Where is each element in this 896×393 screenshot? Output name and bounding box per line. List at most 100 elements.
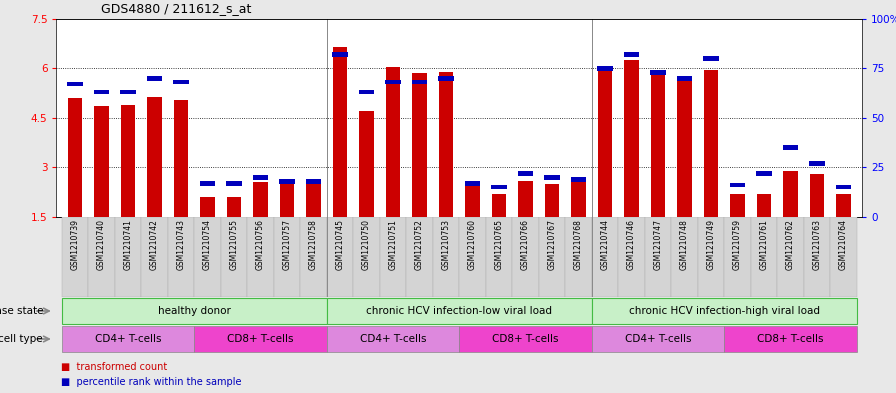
- Bar: [460, 217, 486, 297]
- Bar: [62, 217, 88, 297]
- Bar: [67, 82, 82, 86]
- Bar: [671, 217, 698, 297]
- Text: CD4+ T-cells: CD4+ T-cells: [625, 334, 691, 344]
- Bar: [227, 197, 241, 217]
- Bar: [544, 175, 560, 180]
- Bar: [756, 171, 771, 176]
- Bar: [591, 298, 857, 325]
- Bar: [465, 184, 479, 217]
- Bar: [142, 217, 168, 297]
- Bar: [147, 76, 162, 81]
- Text: GSM1210744: GSM1210744: [600, 219, 609, 270]
- Bar: [809, 162, 824, 166]
- Text: GDS4880 / 211612_s_at: GDS4880 / 211612_s_at: [101, 2, 252, 15]
- Bar: [174, 100, 188, 217]
- Bar: [518, 181, 533, 217]
- Bar: [492, 194, 506, 217]
- Text: chronic HCV infection-high viral load: chronic HCV infection-high viral load: [629, 306, 820, 316]
- Bar: [486, 217, 513, 297]
- Bar: [327, 217, 353, 297]
- Text: GSM1210749: GSM1210749: [706, 219, 715, 270]
- Bar: [650, 70, 666, 75]
- Bar: [306, 184, 321, 217]
- Bar: [538, 217, 565, 297]
- Bar: [624, 52, 639, 57]
- Text: GSM1210764: GSM1210764: [839, 219, 848, 270]
- Text: GSM1210751: GSM1210751: [389, 219, 398, 270]
- Bar: [439, 72, 453, 217]
- Bar: [703, 56, 719, 61]
- Bar: [777, 217, 804, 297]
- Bar: [406, 217, 433, 297]
- Bar: [618, 217, 645, 297]
- Bar: [280, 179, 295, 184]
- Bar: [438, 76, 453, 81]
- Bar: [306, 179, 321, 184]
- Text: CD8+ T-cells: CD8+ T-cells: [228, 334, 294, 344]
- Bar: [227, 181, 242, 185]
- Bar: [724, 325, 857, 353]
- Bar: [751, 217, 777, 297]
- Text: GSM1210747: GSM1210747: [653, 219, 662, 270]
- Text: GSM1210754: GSM1210754: [203, 219, 212, 270]
- Text: ■  percentile rank within the sample: ■ percentile rank within the sample: [61, 377, 241, 387]
- Text: GSM1210742: GSM1210742: [150, 219, 159, 270]
- Bar: [68, 98, 82, 217]
- Text: GSM1210767: GSM1210767: [547, 219, 556, 270]
- Bar: [460, 325, 591, 353]
- Bar: [253, 175, 268, 180]
- Text: GSM1210739: GSM1210739: [71, 219, 80, 270]
- Text: GSM1210757: GSM1210757: [282, 219, 291, 270]
- Bar: [491, 185, 506, 189]
- Bar: [625, 60, 639, 217]
- Bar: [598, 66, 613, 71]
- Text: GSM1210746: GSM1210746: [627, 219, 636, 270]
- Bar: [698, 217, 724, 297]
- Bar: [194, 325, 327, 353]
- Bar: [62, 298, 327, 325]
- Bar: [703, 70, 719, 217]
- Bar: [730, 194, 745, 217]
- Bar: [804, 217, 831, 297]
- Text: GSM1210745: GSM1210745: [335, 219, 344, 270]
- Bar: [359, 111, 374, 217]
- Bar: [168, 217, 194, 297]
- Bar: [518, 171, 533, 176]
- Bar: [571, 177, 586, 182]
- Bar: [254, 182, 268, 217]
- Text: CD4+ T-cells: CD4+ T-cells: [95, 334, 161, 344]
- Bar: [810, 174, 824, 217]
- Bar: [120, 90, 135, 94]
- Bar: [194, 217, 220, 297]
- Text: GSM1210760: GSM1210760: [468, 219, 477, 270]
- Bar: [591, 217, 618, 297]
- Bar: [94, 90, 109, 94]
- Text: GSM1210768: GSM1210768: [574, 219, 583, 270]
- Text: GSM1210755: GSM1210755: [229, 219, 238, 270]
- Text: GSM1210758: GSM1210758: [309, 219, 318, 270]
- Bar: [677, 78, 692, 217]
- Bar: [385, 67, 401, 217]
- Bar: [88, 217, 115, 297]
- Text: CD4+ T-cells: CD4+ T-cells: [359, 334, 426, 344]
- Bar: [729, 183, 745, 187]
- Text: GSM1210766: GSM1210766: [521, 219, 530, 270]
- Bar: [412, 80, 427, 84]
- Bar: [353, 217, 380, 297]
- Text: GSM1210743: GSM1210743: [177, 219, 185, 270]
- Bar: [121, 105, 135, 217]
- Bar: [836, 194, 850, 217]
- Text: GSM1210765: GSM1210765: [495, 219, 504, 270]
- Text: healthy donor: healthy donor: [158, 306, 230, 316]
- Bar: [836, 185, 851, 189]
- Text: GSM1210740: GSM1210740: [97, 219, 106, 270]
- Bar: [280, 184, 294, 217]
- Text: CD8+ T-cells: CD8+ T-cells: [757, 334, 823, 344]
- Bar: [273, 217, 300, 297]
- Text: chronic HCV infection-low viral load: chronic HCV infection-low viral load: [366, 306, 552, 316]
- Bar: [591, 325, 724, 353]
- Bar: [598, 70, 612, 217]
- Bar: [433, 217, 460, 297]
- Bar: [62, 325, 194, 353]
- Bar: [115, 217, 142, 297]
